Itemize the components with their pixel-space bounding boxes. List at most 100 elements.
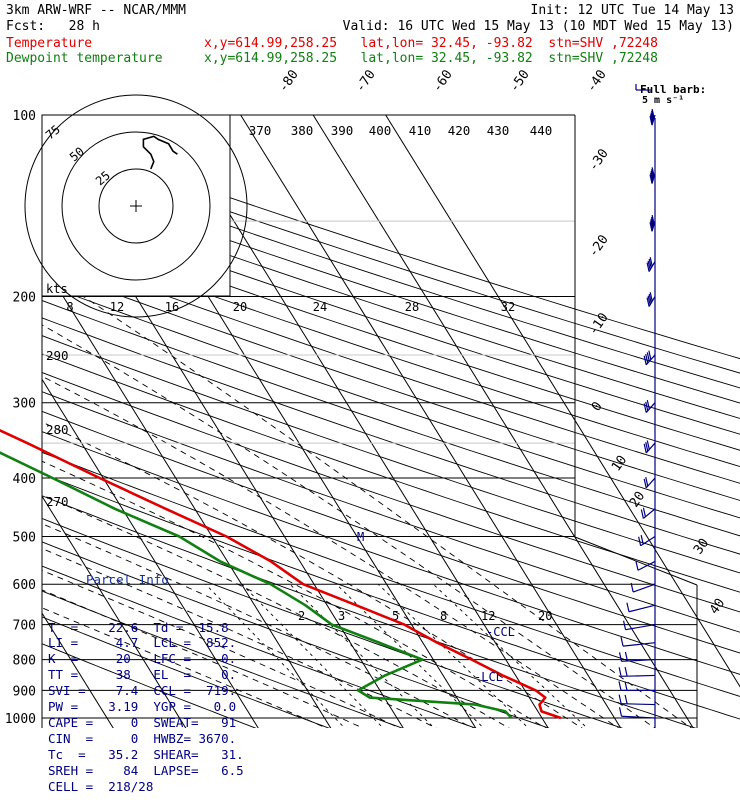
temperature-tick-label: 30 (691, 536, 712, 557)
parcel-info-row: SVI = 7.4 CCL = 719. (48, 683, 237, 699)
dry-adiabat (42, 317, 740, 555)
wind-barb-flag (645, 401, 649, 411)
mixing-ratio-line (377, 583, 529, 728)
hodograph-ring (61, 131, 211, 281)
parcel-info-row: PW = 3.19 YGP = 0.0 (48, 699, 237, 715)
parcel-info-panel: Parcel Info T = 22.6 Td = 15.8 LI = 4.7 L… (48, 540, 244, 810)
wind-barb-flag (650, 112, 654, 122)
theta-side-label: 290 (46, 348, 69, 363)
mixing-ratio-line (241, 583, 384, 728)
wind-barb-flag (640, 509, 644, 519)
wind-barb-flag (618, 707, 623, 717)
wind-barb-flag (649, 220, 654, 230)
wind-barb-flag (622, 620, 627, 630)
wind-barb-flag (649, 114, 654, 124)
dry-adiabat (42, 335, 740, 574)
wind-barb-flag (648, 350, 652, 360)
theta-tick-label: 420 (448, 123, 471, 138)
wind-barb-flag (651, 110, 655, 120)
pressure-tick-label: 900 (13, 684, 36, 699)
temperature-tick-label: 10 (609, 453, 630, 474)
dry-adiabat (42, 218, 740, 451)
temperature-tick-label: -70 (353, 67, 379, 95)
mixing-ratio-line (432, 583, 588, 728)
wind-barb-flag (651, 108, 655, 119)
theta-tick-label: 430 (487, 123, 510, 138)
wind-barb (625, 624, 656, 631)
wind-barb (651, 114, 656, 126)
kts-label: kts (46, 282, 68, 296)
init-time: Init: 12 UTC Tue 14 May 13 (530, 3, 735, 18)
model-title: 3km ARW-WRF -- NCAR/MMM (6, 3, 187, 18)
dewpoint-legend-label: Dewpoint temperature (6, 51, 163, 66)
wind-barb (622, 642, 656, 647)
frame-right-slant (574, 536, 698, 586)
temperature-profile (0, 428, 562, 720)
dry-adiabat (42, 473, 740, 720)
wind-barb-flag (651, 167, 655, 177)
wind-barb-flag (648, 258, 652, 269)
wind-barb-flag (624, 681, 628, 691)
wind-barb (645, 477, 656, 489)
forecast-hour: Fcst: 28 h (6, 19, 100, 34)
wind-barb (645, 402, 656, 413)
isotherm-line (385, 115, 740, 688)
wind-barb-flag (643, 478, 647, 489)
wind-barb-flag (642, 507, 647, 517)
mixing-ratio-label: 5 (392, 609, 399, 623)
wind-barb-flag (647, 295, 651, 305)
wind-barb-flag (651, 216, 655, 227)
dry-adiabat (42, 353, 740, 593)
parcel-info-row: SREH = 84 LAPSE= 6.5 (48, 762, 244, 778)
wind-barb-flag (649, 174, 653, 184)
wind-barb-flag (651, 169, 655, 179)
isotherm-line (42, 612, 114, 728)
temperature-tick-label: -60 (430, 67, 456, 95)
hodograph-axis-tick: 8 (66, 300, 73, 314)
temperature-tick-label: -30 (586, 146, 612, 174)
wind-barb-flag (650, 218, 654, 228)
wind-barb-flag (624, 667, 628, 677)
full-barb-legend: Full barb: (640, 83, 706, 96)
hodograph-ring (24, 94, 248, 318)
wind-barb-flag (646, 352, 650, 362)
temperature-tick-label: -10 (586, 310, 612, 338)
theta-tick-label: 440 (530, 123, 553, 138)
pressure-tick-label: 800 (13, 654, 36, 669)
mixing-ratio-label: 8 (440, 609, 447, 623)
isotherm-line (167, 115, 549, 728)
wind-barb-flag (646, 399, 650, 410)
mixing-ratio-line (205, 583, 346, 728)
dry-adiabat (42, 188, 740, 419)
pressure-tick-label: 700 (13, 619, 36, 634)
mixing-ratio-label: 12 (481, 609, 495, 623)
hodograph-axis-tick: 28 (405, 300, 419, 314)
wind-barb-flag (618, 681, 622, 691)
dry-adiabat (42, 234, 740, 468)
pressure-tick-label: 500 (13, 530, 36, 545)
pressure-tick-label: 300 (13, 397, 36, 412)
parcel-info-row: T = 22.6 Td = 15.8 (48, 619, 229, 635)
wind-barb (648, 261, 656, 272)
wind-barb (621, 715, 656, 719)
isotherm-line (42, 261, 332, 728)
dry-adiabat (42, 451, 740, 697)
theta-tick-label: 410 (409, 123, 432, 138)
dry-adiabat (42, 173, 740, 404)
dry-adiabat (42, 283, 740, 519)
wind-barb (645, 442, 656, 454)
wind-barb-flag (649, 292, 653, 302)
hodograph-axis-tick: 24 (313, 300, 327, 314)
wind-barb (632, 583, 656, 593)
dewpoint-profile (0, 451, 513, 719)
wind-barb (648, 296, 656, 307)
wind-barb-flag (648, 293, 652, 304)
temperature-legend-info: x,y=614.99,258.25 lat,lon= 32.45, -93.82… (204, 36, 658, 51)
wind-barb (621, 674, 656, 677)
parcel-info-row: K = 20 LFC = 0. (48, 651, 237, 667)
parcel-info-row: TT = 38 EL = 0. (48, 667, 237, 683)
wind-barb-flag (646, 440, 650, 450)
wind-barb (642, 508, 656, 519)
wind-barb-flag (643, 355, 647, 365)
dry-adiabat (42, 391, 740, 633)
